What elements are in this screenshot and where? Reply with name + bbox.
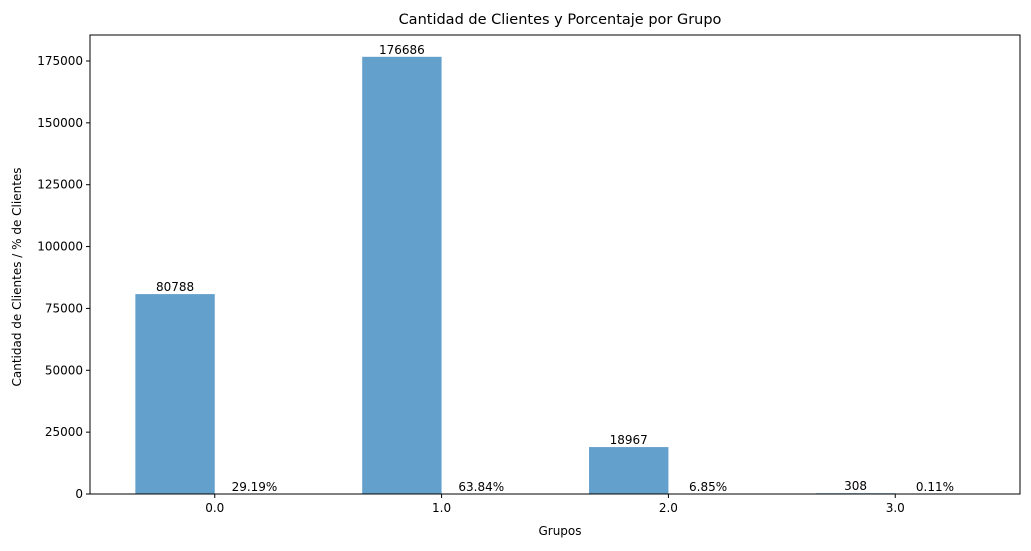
data-label-percent-0: 29.19% <box>232 480 278 494</box>
y-tick-label-4: 100000 <box>37 240 83 254</box>
bar-count-0 <box>135 294 214 494</box>
y-tick-label-3: 75000 <box>45 301 83 315</box>
y-axis-label: Cantidad de Clientes / % de Clientes <box>10 167 24 386</box>
x-axis-label: Grupos <box>538 524 581 538</box>
chart-title: Cantidad de Clientes y Porcentaje por Gr… <box>399 12 722 28</box>
data-label-percent-1: 63.84% <box>458 480 504 494</box>
bar-count-2 <box>589 447 668 494</box>
data-label-percent-2: 6.85% <box>689 480 727 494</box>
y-tick-label-1: 25000 <box>45 425 83 439</box>
y-tick-label-2: 50000 <box>45 363 83 377</box>
x-tick-label-3: 3.0 <box>886 501 905 515</box>
data-label-percent-3: 0.11% <box>916 480 954 494</box>
bars-layer <box>135 57 974 494</box>
data-label-count-1: 176686 <box>379 43 425 57</box>
bar-count-1 <box>362 57 441 494</box>
plot-frame <box>90 35 1020 494</box>
y-tick-label-5: 125000 <box>37 178 83 192</box>
x-tick-label-0: 0.0 <box>205 501 224 515</box>
y-tick-label-7: 175000 <box>37 54 83 68</box>
x-tick-label-2: 2.0 <box>659 501 678 515</box>
y-tick-label-6: 150000 <box>37 116 83 130</box>
x-tick-label-1: 1.0 <box>432 501 451 515</box>
data-label-count-3: 308 <box>844 479 867 493</box>
value-labels-layer: 80788 29.19% 176686 63.84% 18967 6.85% 308 0.11… <box>156 43 954 494</box>
y-tick-label-0: 0 <box>75 487 83 501</box>
data-label-count-0: 80788 <box>156 280 194 294</box>
data-label-count-2: 18967 <box>610 433 648 447</box>
